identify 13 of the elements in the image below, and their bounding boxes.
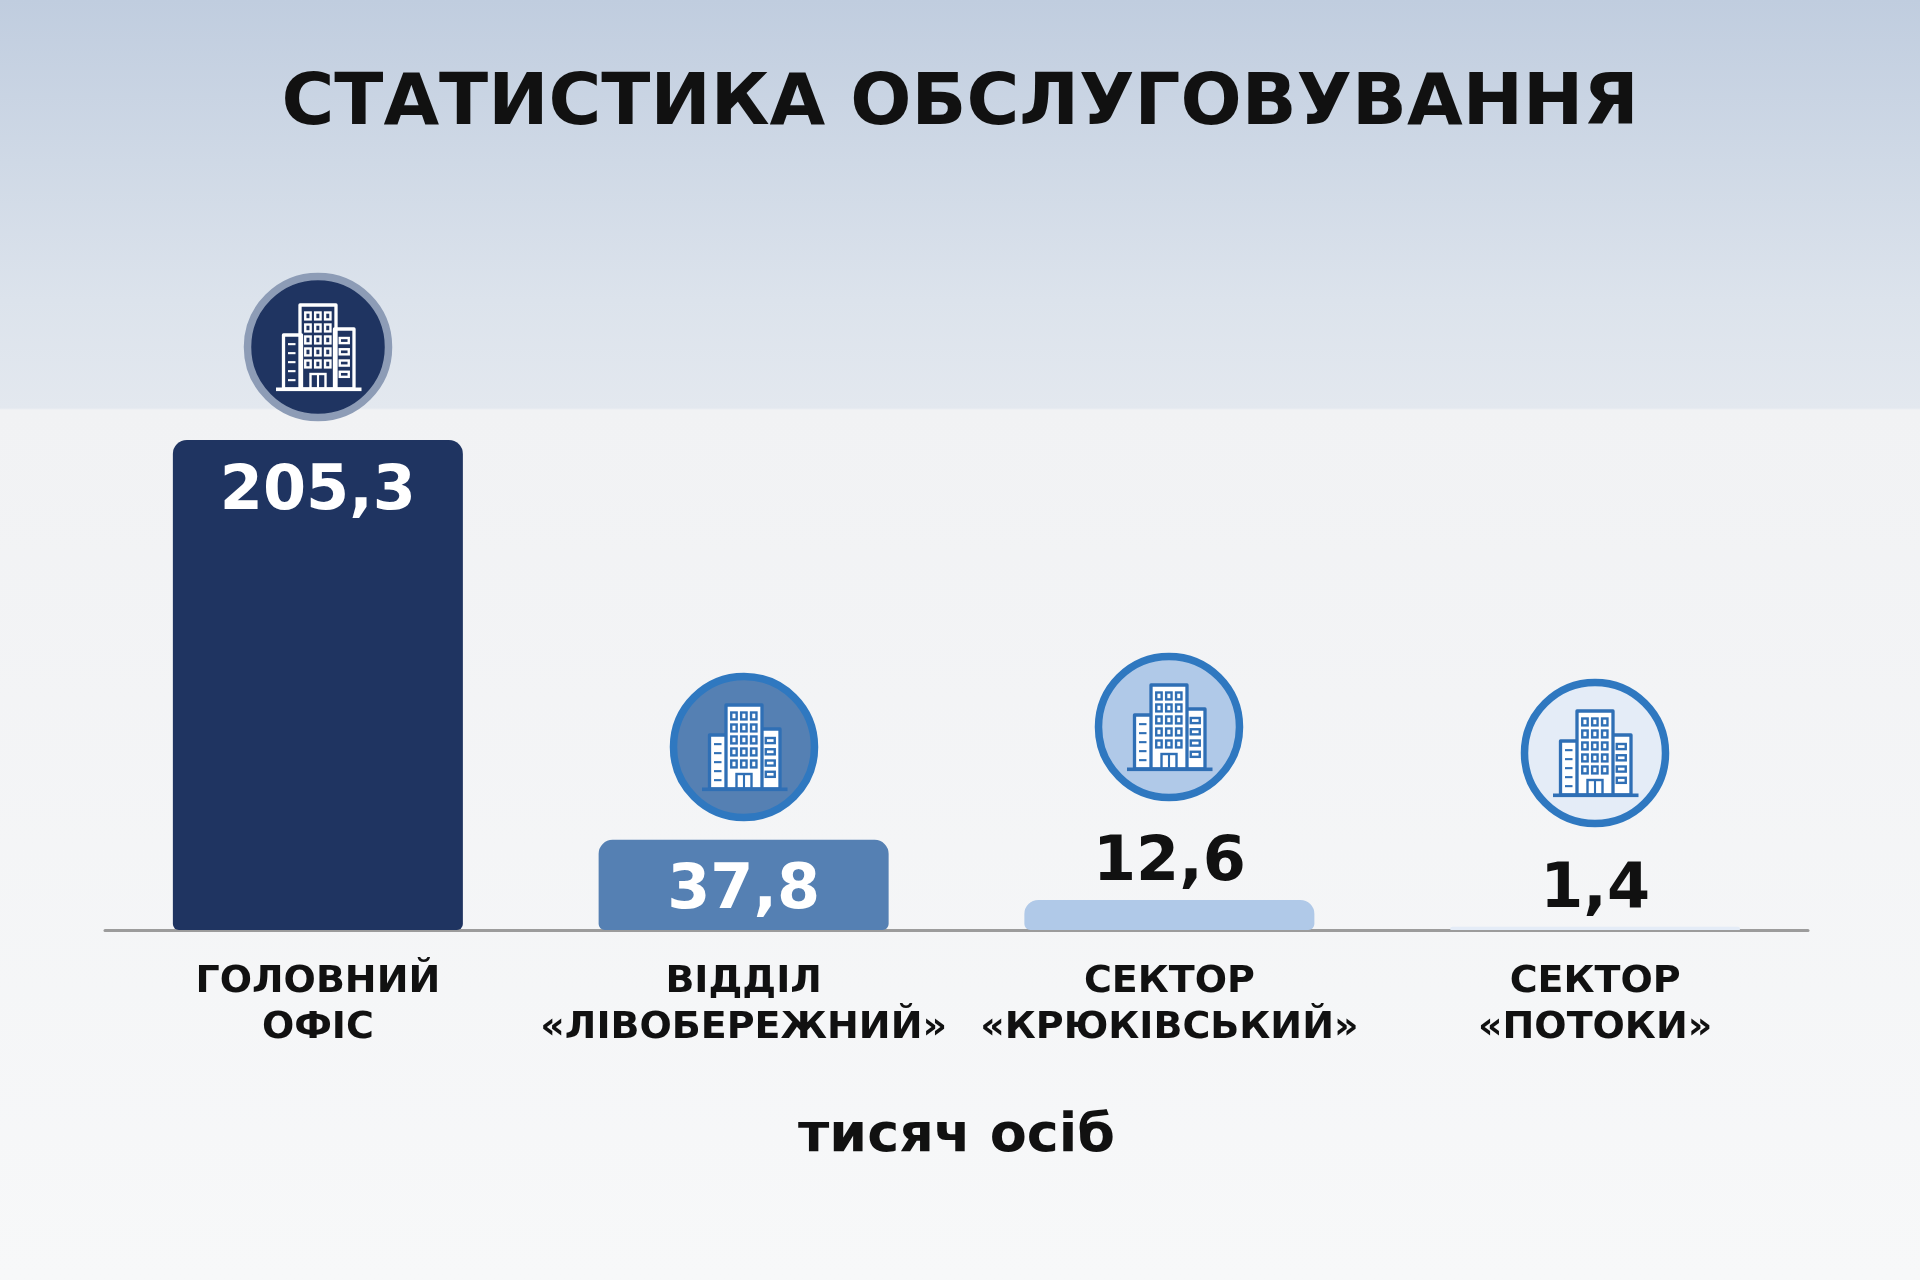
data-label: 1,4	[1540, 849, 1651, 923]
data-label: 37,8	[667, 850, 821, 924]
data-label: 12,6	[1092, 822, 1246, 896]
x-tick-label: ГОЛОВНИЙ ОФІС	[195, 957, 441, 1047]
bar	[1024, 899, 1315, 930]
bar	[172, 440, 463, 930]
data-label: 205,3	[219, 450, 416, 524]
x-tick-label: ВІДДІЛ «ЛІВОБЕРЕЖНИЙ»	[540, 957, 947, 1047]
chart-title: СТАТИСТИКА ОБСЛУГОВУВАННЯ	[281, 57, 1639, 141]
x-tick-label: СЕКТОР «ПОТОКИ»	[1477, 957, 1713, 1047]
x-tick-label: СЕКТОР «КРЮКІВСЬКИЙ»	[980, 957, 1359, 1047]
bar	[1450, 926, 1741, 930]
x-axis-title: тисяч осіб	[797, 1100, 1116, 1164]
